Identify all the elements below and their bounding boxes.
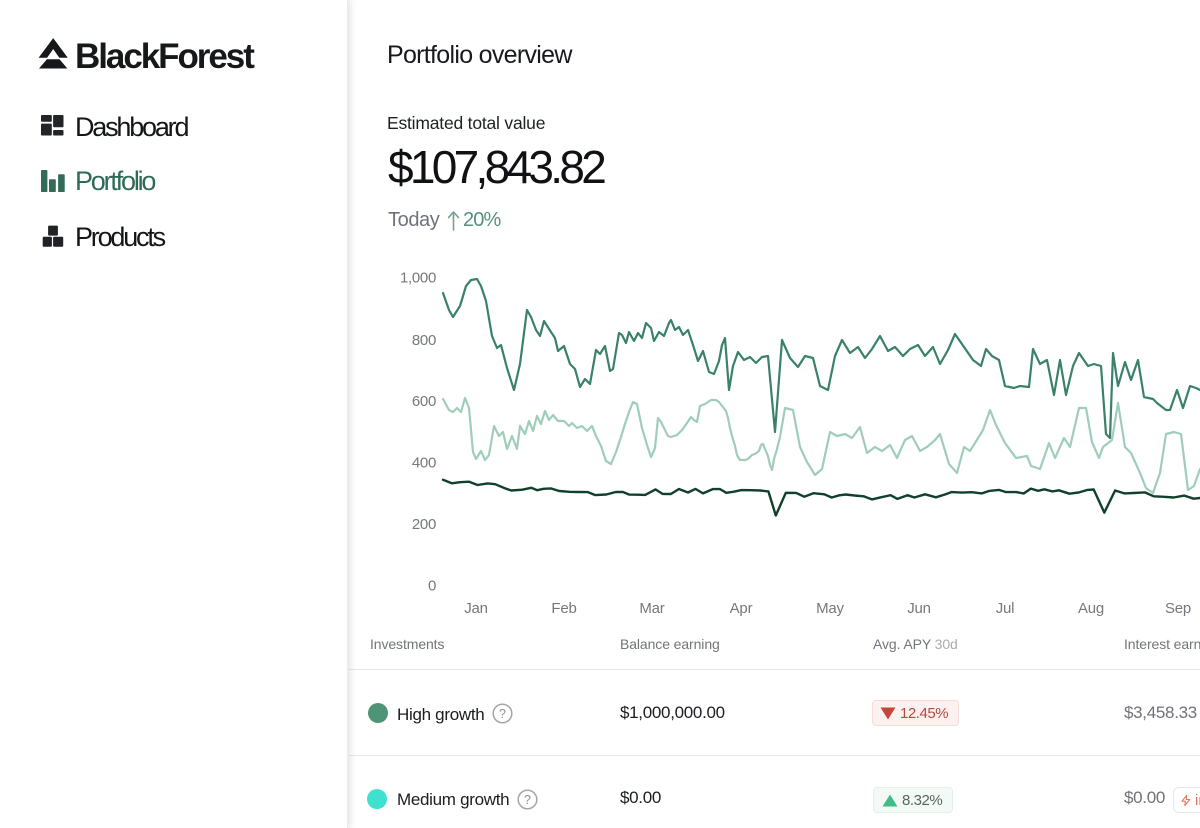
svg-text:Jun: Jun (907, 600, 931, 617)
svg-text:600: 600 (412, 393, 436, 410)
svg-text:?: ? (524, 793, 531, 807)
svg-text:Mar: Mar (639, 600, 664, 617)
svg-text:200: 200 (412, 516, 436, 533)
svg-text:?: ? (499, 707, 506, 721)
svg-text:400: 400 (412, 455, 436, 472)
svg-text:0: 0 (428, 578, 436, 595)
svg-text:Jan: Jan (464, 600, 488, 617)
svg-text:Jul: Jul (996, 600, 1015, 617)
svg-text:800: 800 (412, 332, 436, 349)
svg-text:1,000: 1,000 (400, 270, 436, 287)
svg-text:Aug: Aug (1078, 600, 1104, 617)
svg-text:Feb: Feb (551, 600, 576, 617)
svg-text:Sep: Sep (1165, 600, 1191, 617)
svg-text:Apr: Apr (730, 600, 753, 617)
svg-text:May: May (816, 600, 844, 617)
